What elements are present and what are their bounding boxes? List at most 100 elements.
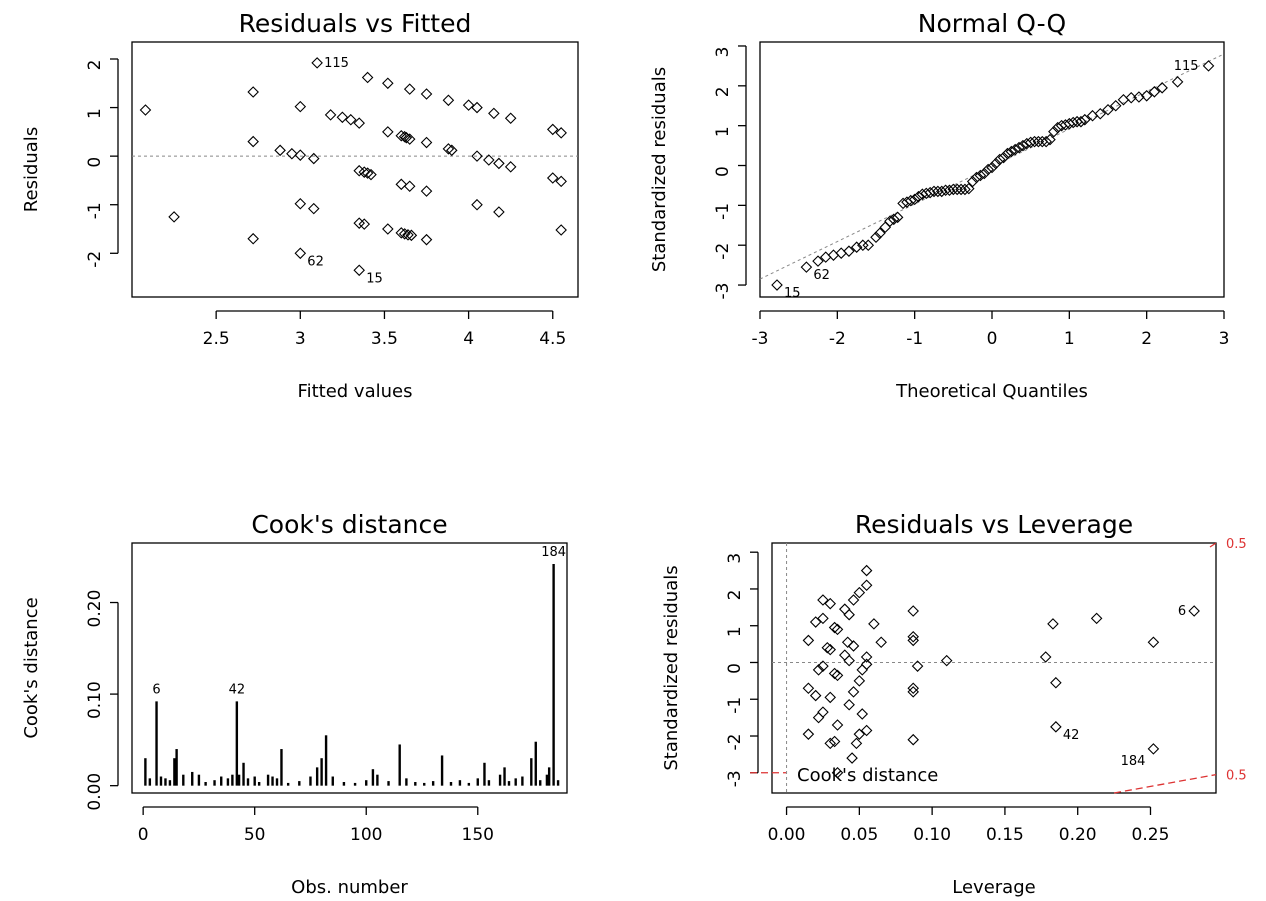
data-point <box>1047 618 1059 630</box>
data-point <box>1140 90 1153 102</box>
data-point <box>828 667 841 680</box>
data-point <box>1075 115 1087 128</box>
panel-2: Normal Q-Q Theoretical Quantiles Standardi… <box>649 9 1229 402</box>
data-point <box>841 636 854 649</box>
data-point <box>400 131 413 144</box>
data-point <box>1005 145 1018 158</box>
data-point <box>420 185 433 197</box>
y-tick-label: 1 <box>725 626 745 637</box>
data-point <box>860 651 873 663</box>
data-point <box>868 618 880 630</box>
data-point <box>911 660 924 672</box>
data-point <box>1202 60 1215 72</box>
data-point <box>843 245 855 257</box>
data-point <box>420 136 433 149</box>
data-point <box>907 634 919 647</box>
data-point <box>812 664 825 676</box>
point-label: 6 <box>152 682 160 697</box>
data-point <box>442 94 455 107</box>
data-point <box>471 101 483 114</box>
x-tick-label: -1 <box>906 329 923 349</box>
data-point <box>812 255 824 267</box>
x-tick-label: 2.5 <box>203 329 230 349</box>
data-point <box>1050 676 1062 689</box>
data-point <box>353 164 365 177</box>
data-point <box>247 86 259 98</box>
data-point <box>504 112 517 125</box>
data-point <box>395 227 408 239</box>
x-tick-label: 3.5 <box>371 329 398 349</box>
data-point <box>847 686 860 698</box>
y-tick-label: -1 <box>713 203 733 220</box>
data-point <box>847 640 860 652</box>
y-axis-label: Standardized residuals <box>649 67 670 272</box>
x-tick-label: 3 <box>1219 329 1230 349</box>
data-point <box>1040 135 1052 148</box>
point-label: 62 <box>307 254 324 269</box>
x-axis-label: Fitted values <box>298 381 413 402</box>
data-point <box>824 691 837 704</box>
x-tick-label: 3 <box>295 329 306 349</box>
data-point <box>839 603 851 615</box>
y-tick-label: -3 <box>713 283 733 300</box>
data-point <box>1102 103 1114 116</box>
data-point <box>247 135 259 148</box>
x-tick-label: 0 <box>987 329 998 349</box>
data-point <box>555 127 567 139</box>
point-label: 115 <box>324 56 349 71</box>
data-point <box>860 658 873 671</box>
data-point <box>990 157 1002 170</box>
data-point <box>853 675 866 687</box>
point-label: 42 <box>1063 728 1080 743</box>
y-tick-label: -3 <box>725 770 745 787</box>
x-tick-label: 0 <box>138 825 149 845</box>
y-axis: -3 -2 -1 0 1 2 3 <box>713 45 747 300</box>
data-point <box>555 224 567 236</box>
data-point <box>382 126 394 138</box>
data-point <box>336 111 349 124</box>
data-point <box>353 117 365 129</box>
data-point <box>843 654 855 667</box>
data-point <box>1032 135 1045 148</box>
y-tick-label: -2 <box>85 251 105 268</box>
x-tick-label: -3 <box>752 329 769 349</box>
y-tick-label: -1 <box>725 697 745 714</box>
chart-title: Normal Q-Q <box>918 9 1066 38</box>
data-point <box>445 144 458 157</box>
data-point <box>951 183 963 196</box>
data-point <box>907 682 919 694</box>
x-tick-label: 0.00 <box>768 825 806 845</box>
y-tick-label: -2 <box>713 243 733 260</box>
data-point <box>817 594 829 606</box>
data-point <box>828 621 841 634</box>
data-point <box>850 241 863 253</box>
data-point <box>771 279 783 291</box>
data-point <box>831 719 844 731</box>
data-point <box>294 149 307 161</box>
y-tick-label: 0 <box>725 663 745 674</box>
y-axis-label: Residuals <box>21 127 42 212</box>
data-point <box>402 229 414 241</box>
data-point <box>986 161 998 174</box>
data-point <box>1044 133 1056 146</box>
x-axis-label: Leverage <box>952 877 1035 898</box>
y-tick-label: -1 <box>85 202 105 219</box>
y-tick-label: 2 <box>725 590 745 601</box>
y-axis-label: Cook's distance <box>21 597 42 738</box>
contour-label-upper: 0.5 <box>1226 537 1247 552</box>
x-tick-label: 2 <box>1141 329 1152 349</box>
data-point <box>488 107 500 120</box>
data-point <box>311 57 323 69</box>
x-axis-label: Theoretical Quantiles <box>895 381 1088 402</box>
data-point <box>1148 86 1161 98</box>
data-point <box>817 660 829 672</box>
chart-title: Cook's distance <box>251 510 447 539</box>
data-point <box>800 261 813 273</box>
data-point <box>493 206 505 218</box>
x-tick-label: 1 <box>1064 329 1075 349</box>
data-point <box>358 218 371 230</box>
data-point <box>824 737 837 750</box>
data-point <box>860 724 873 737</box>
data-point <box>809 616 822 628</box>
legend-label: Cook's distance <box>797 765 938 786</box>
